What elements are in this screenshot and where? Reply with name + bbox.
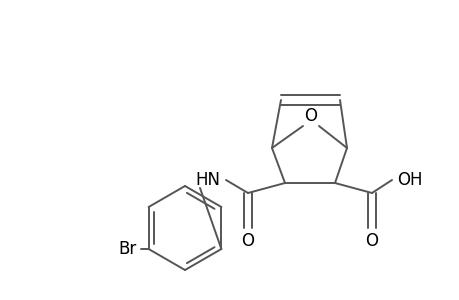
Text: OH: OH <box>397 171 422 189</box>
Text: O: O <box>365 232 378 250</box>
Text: HN: HN <box>195 171 220 189</box>
Text: O: O <box>241 232 254 250</box>
Text: Br: Br <box>118 240 136 258</box>
Text: O: O <box>304 107 317 125</box>
